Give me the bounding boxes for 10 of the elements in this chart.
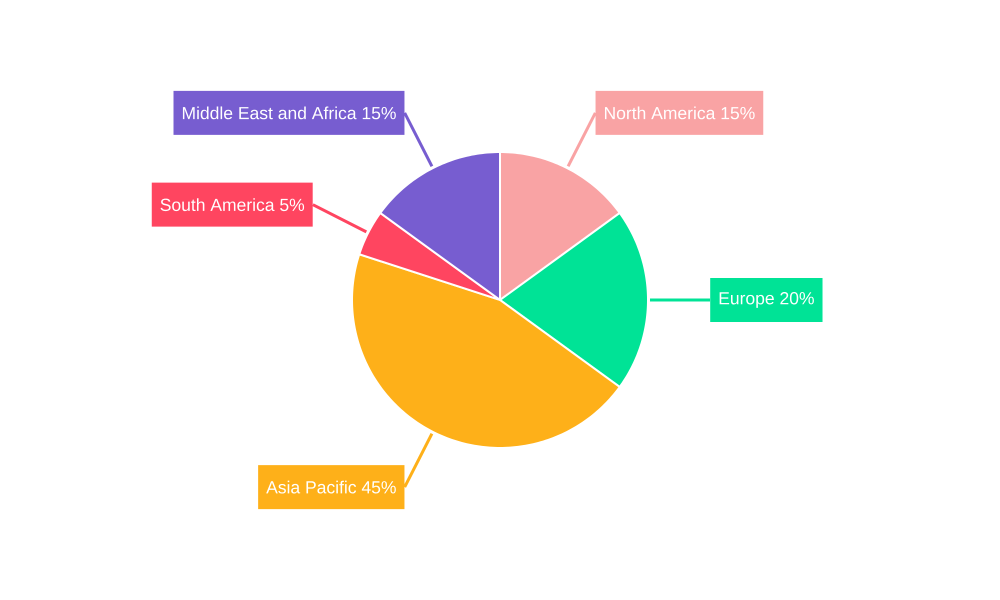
data-label: 15%	[722, 106, 755, 120]
slice-label: South America	[160, 198, 275, 212]
slice-label: Middle East and Africa	[182, 106, 357, 120]
slice-label: Europe	[720, 292, 774, 308]
data-label: 15%	[362, 106, 396, 120]
data-label: 20%	[780, 292, 814, 304]
slice-label: Asia Pacific	[266, 480, 356, 494]
slice-label: North America	[604, 106, 716, 120]
data-label: 45%	[362, 481, 396, 494]
data-label: 5%	[280, 198, 304, 212]
